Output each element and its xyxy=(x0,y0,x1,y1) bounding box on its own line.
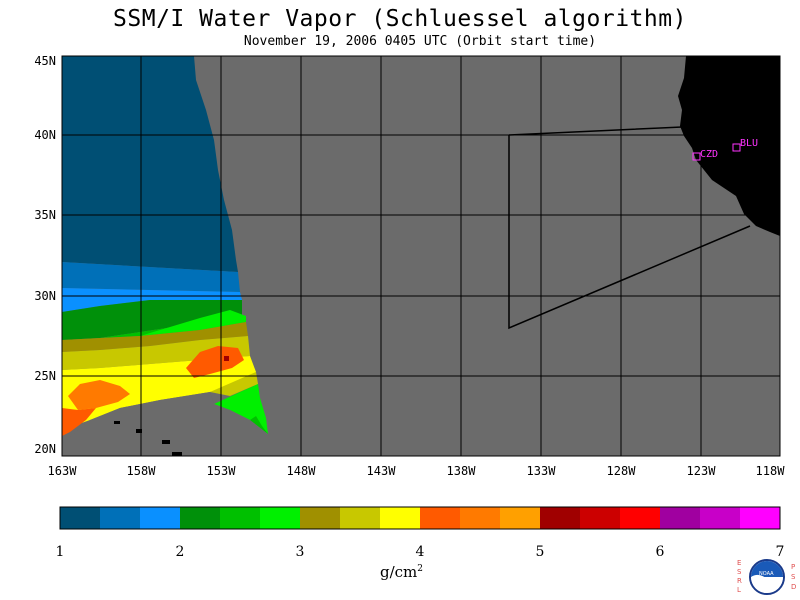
lat-label-45n: 45N xyxy=(34,54,56,68)
logo-letter-r: R xyxy=(737,577,742,585)
noaa-emblem-text: NOAA xyxy=(759,571,774,577)
lon-label-153w: 153W xyxy=(206,464,236,478)
colorbar-swatch xyxy=(420,507,461,529)
colorbar-swatch xyxy=(540,507,581,529)
colorbar-tick-7: 7 xyxy=(775,544,785,560)
lat-label-40n: 40N xyxy=(34,128,56,142)
lon-label-163w: 163W xyxy=(47,464,77,478)
colorbar-swatch xyxy=(500,507,541,529)
logo-right-letters: P S D xyxy=(791,563,796,591)
colorbar-swatch xyxy=(660,507,701,529)
lat-label-30n: 30N xyxy=(34,289,56,303)
colorbar-swatch xyxy=(300,507,341,529)
station-blu-label: BLU xyxy=(740,138,758,149)
lon-label-123w: 123W xyxy=(686,464,716,478)
colorbar-units: g/cm2 xyxy=(380,563,423,581)
logo-letter-d: D xyxy=(791,583,796,591)
noaa-emblem-icon: NOAA xyxy=(749,559,785,595)
colorbar-swatch xyxy=(60,507,101,529)
map-title: SSM/I Water Vapor (Schluessel algorithm) xyxy=(113,6,687,32)
colorbar-swatch xyxy=(620,507,661,529)
station-blu-marker xyxy=(732,143,741,152)
colorbar-legend xyxy=(60,507,781,529)
units-exponent: 2 xyxy=(417,564,424,574)
logo-left-letters: E S R L xyxy=(737,559,742,594)
graticule xyxy=(62,56,780,456)
map-frame xyxy=(61,55,781,457)
lon-label-143w: 143W xyxy=(366,464,396,478)
hawaii-islands xyxy=(114,421,182,456)
map-subtitle: November 19, 2006 0405 UTC (Orbit start … xyxy=(243,34,597,49)
water-vapor-swath xyxy=(62,56,268,456)
colorbar-swatch xyxy=(100,507,141,529)
station-czd-marker xyxy=(692,152,701,161)
colorbar-swatch xyxy=(340,507,381,529)
colorbar-swatch xyxy=(740,507,781,529)
logo-letter-e: E xyxy=(737,559,741,567)
lat-label-20n: 20N xyxy=(34,442,56,456)
lat-label-25n: 25N xyxy=(34,369,56,383)
colorbar-tick-3: 3 xyxy=(295,544,305,560)
colorbar-swatch xyxy=(700,507,741,529)
lat-label-35n: 35N xyxy=(34,208,56,222)
colorbar-swatch xyxy=(380,507,421,529)
colorbar-tick-2: 2 xyxy=(175,544,185,560)
colorbar-swatch xyxy=(220,507,261,529)
colorbar-swatch xyxy=(580,507,621,529)
colorbar-tick-1: 1 xyxy=(55,544,65,560)
lon-label-118w: 118W xyxy=(755,464,785,478)
logo-letter-l: L xyxy=(737,586,741,594)
lon-label-128w: 128W xyxy=(606,464,636,478)
colorbar-swatch xyxy=(140,507,181,529)
lon-label-133w: 133W xyxy=(526,464,556,478)
logo-letter-s: S xyxy=(737,568,742,576)
noaa-esrl-psd-logo: E S R L P S D NOAA xyxy=(737,559,796,595)
colorbar-tick-5: 5 xyxy=(535,544,545,560)
lon-label-158w: 158W xyxy=(126,464,156,478)
colorbar-swatch xyxy=(460,507,501,529)
region-outline xyxy=(508,126,751,330)
colorbar-tick-6: 6 xyxy=(655,544,665,560)
lon-label-138w: 138W xyxy=(446,464,476,478)
colorbar-swatch xyxy=(260,507,301,529)
logo-letter-p: P xyxy=(791,563,795,571)
colorbar-tick-4: 4 xyxy=(415,544,425,560)
lon-label-148w: 148W xyxy=(286,464,316,478)
colorbar-frame xyxy=(59,506,781,530)
logo-letter-s2: S xyxy=(791,573,796,581)
units-text: g/cm xyxy=(380,563,418,581)
north-america-land xyxy=(678,56,780,236)
station-czd-label: CZD xyxy=(700,149,718,160)
colorbar-swatch xyxy=(180,507,221,529)
